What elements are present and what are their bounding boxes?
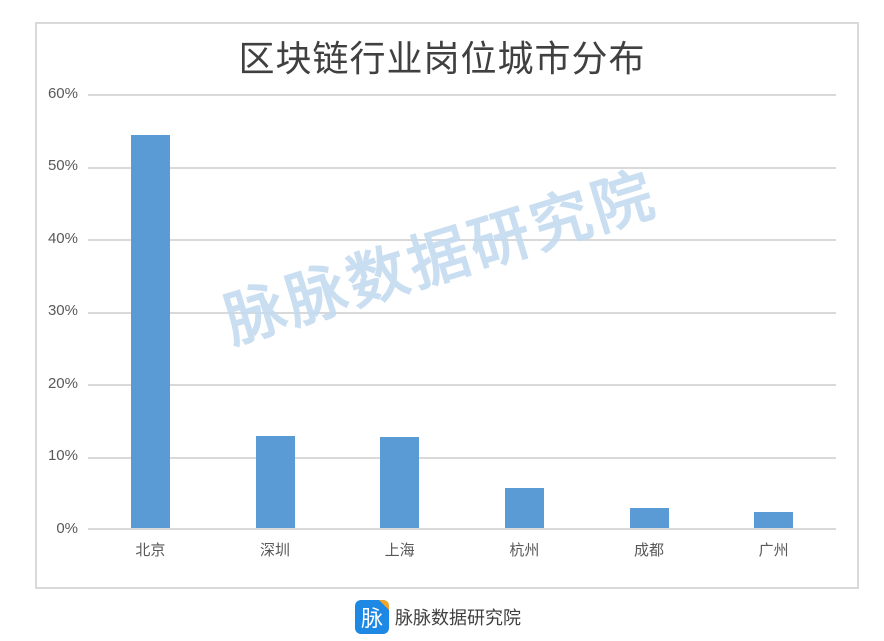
- chart-title: 区块链行业岗位城市分布: [238, 39, 646, 80]
- y-tick-label: 30%: [47, 302, 78, 319]
- x-tick-label: 北京: [135, 541, 166, 559]
- x-axis-line: [88, 528, 836, 530]
- y-tick-label: 40%: [47, 230, 78, 247]
- bar: [504, 488, 544, 528]
- y-tick-label: 10%: [47, 447, 78, 464]
- bar: [130, 135, 170, 528]
- y-tick-label: 20%: [47, 375, 78, 392]
- x-tick-label: 杭州: [509, 541, 540, 559]
- gridline-10: [88, 456, 836, 459]
- x-tick-label: 广州: [758, 541, 789, 559]
- gridline-40: [88, 239, 836, 241]
- bar: [629, 507, 669, 528]
- y-tick-label: 60%: [47, 85, 78, 102]
- plot-area: 60% 50% 40% 30% 20% 10% 0% 北京 深圳 上海 杭州 成…: [48, 85, 836, 559]
- bar: [255, 435, 295, 528]
- gridline-30: [88, 311, 836, 314]
- y-tick-label: 50%: [47, 157, 78, 174]
- x-tick-label: 深圳: [259, 541, 290, 559]
- gridline-20: [88, 384, 836, 386]
- x-tick-label: 成都: [633, 541, 664, 559]
- footer-brand: 脉 脉脉数据研究院: [355, 600, 521, 634]
- x-tick-label: 上海: [384, 541, 415, 559]
- maimai-logo-icon: 脉: [355, 600, 389, 634]
- y-tick-label: 0%: [56, 520, 78, 537]
- gridline-60: [88, 94, 836, 96]
- footer-text: 脉脉数据研究院: [395, 608, 521, 629]
- gridline-50: [88, 166, 836, 169]
- bar: [380, 436, 420, 528]
- chart-frame: [35, 22, 859, 589]
- bar: [754, 512, 794, 528]
